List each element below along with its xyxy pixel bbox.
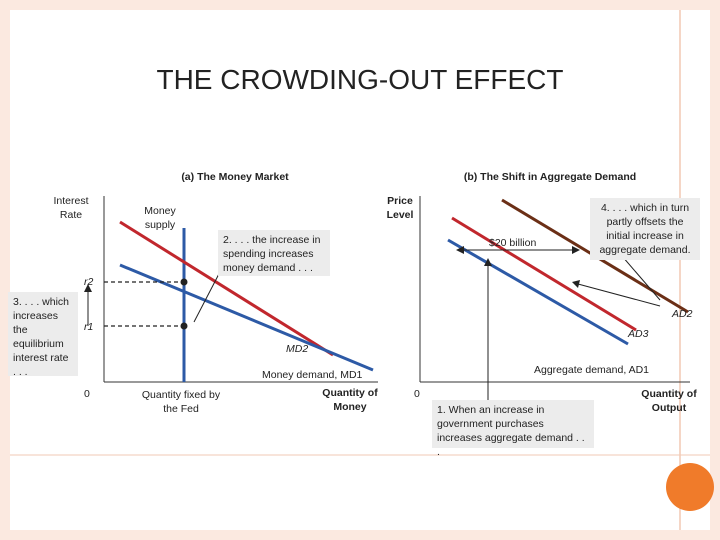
note-offset: 4. . . . which in turn partly offsets th… <box>590 198 700 260</box>
decorative-circle <box>666 463 714 511</box>
note-increase-money-demand: 2. . . . the increase in spending increa… <box>218 230 330 276</box>
equilibrium-point-1 <box>180 322 188 330</box>
equilibrium-point-2 <box>180 278 188 286</box>
md1-label: Money demand, MD1 <box>262 369 363 381</box>
panel-b-origin: 0 <box>414 388 420 400</box>
md2-curve <box>119 220 334 357</box>
panel-a-x-axis-label: Quantity of Money <box>322 387 378 413</box>
panel-a-title: (a) The Money Market <box>181 171 289 183</box>
billion-label: $20 billion <box>489 237 537 249</box>
r1-label: r1 <box>84 321 94 333</box>
ad1-curve <box>447 238 629 346</box>
note-government-purchases: 1. When an increase in government purcha… <box>432 400 594 458</box>
offset-arrow <box>577 283 661 307</box>
r2-label: r2 <box>84 276 94 288</box>
note-increase-arrow <box>193 267 223 323</box>
panel-b-y-axis-label: Price Level <box>386 195 414 221</box>
ad2-label: AD2 <box>672 308 693 320</box>
slide-title: THE CROWDING-OUT EFFECT <box>156 64 564 95</box>
ad3-label: AD3 <box>628 328 649 340</box>
ad1-label: Aggregate demand, AD1 <box>534 364 649 376</box>
panel-a-y-axis-label: Interest Rate <box>53 195 89 221</box>
note-offset-pointer <box>621 255 661 301</box>
money-supply-label: Money supply <box>144 205 176 231</box>
quantity-fixed-label: Quantity fixed by the Fed <box>141 389 221 415</box>
ad3-curve <box>451 216 637 332</box>
panel-b-title: (b) The Shift in Aggregate Demand <box>463 171 637 183</box>
panel-b-x-axis-label: Quantity of Output <box>641 388 697 414</box>
md2-label: MD2 <box>286 343 309 355</box>
note-increase-rate: 3. . . . which increases the equilibrium… <box>8 292 78 378</box>
panel-a-origin: 0 <box>84 388 90 400</box>
